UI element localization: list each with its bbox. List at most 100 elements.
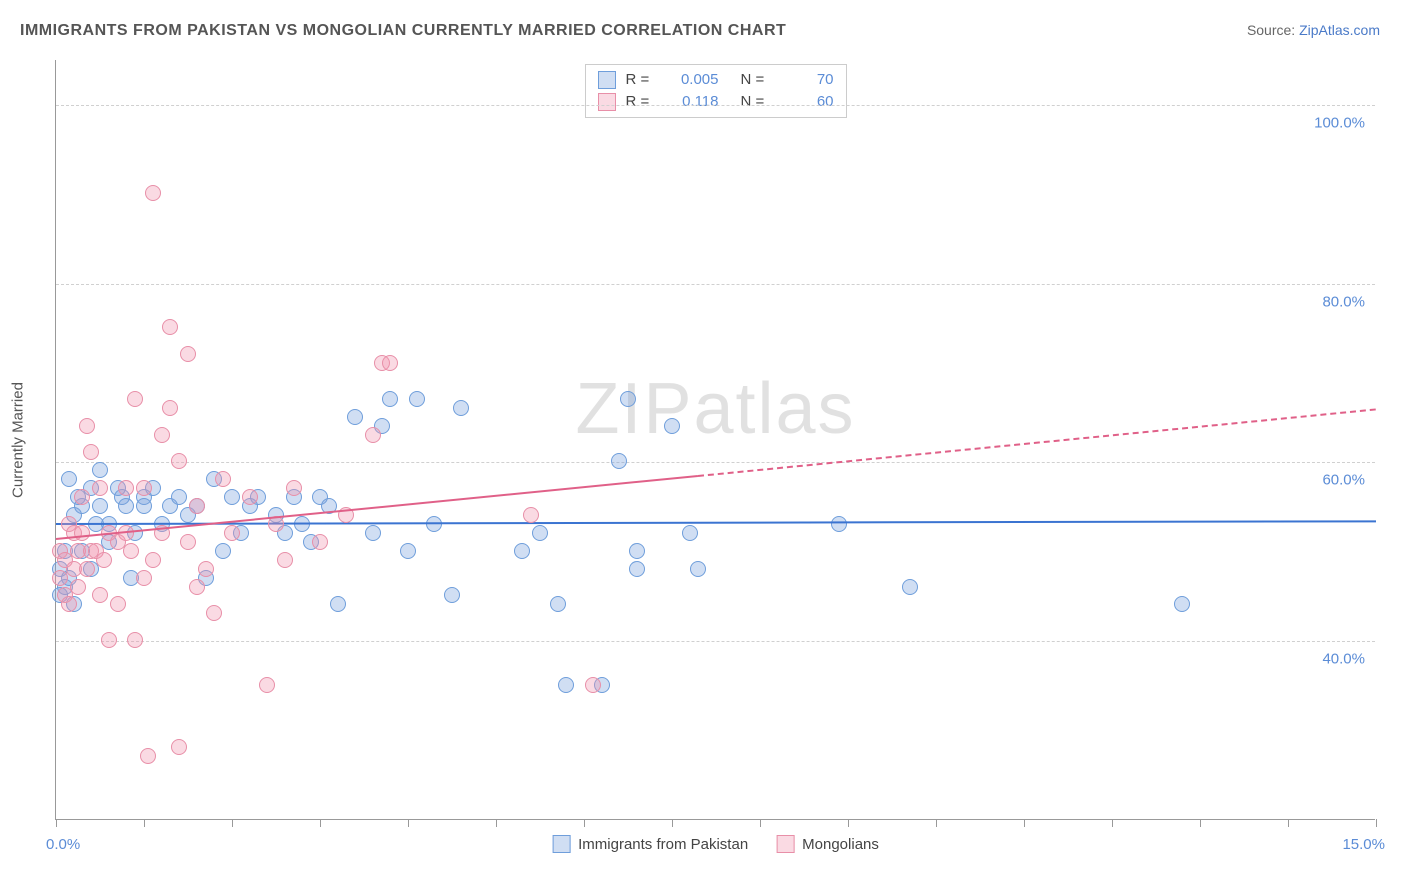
scatter-marker — [902, 579, 918, 595]
x-tick-label: 15.0% — [1342, 836, 1385, 853]
scatter-marker — [61, 471, 77, 487]
x-tick — [848, 819, 849, 827]
scatter-marker — [620, 391, 636, 407]
scatter-marker — [206, 605, 222, 621]
watermark: ZIPatlas — [575, 368, 855, 450]
scatter-marker — [365, 525, 381, 541]
x-tick — [1200, 819, 1201, 827]
scatter-marker — [444, 587, 460, 603]
scatter-marker — [550, 596, 566, 612]
scatter-marker — [277, 552, 293, 568]
x-tick — [936, 819, 937, 827]
y-tick-label: 60.0% — [1322, 472, 1365, 489]
scatter-marker — [136, 480, 152, 496]
scatter-marker — [140, 748, 156, 764]
scatter-marker — [92, 498, 108, 514]
legend-swatch — [776, 835, 794, 853]
x-tick-label: 0.0% — [46, 836, 80, 853]
scatter-marker — [514, 543, 530, 559]
legend-swatch — [598, 93, 616, 111]
scatter-marker — [74, 489, 90, 505]
scatter-marker — [92, 587, 108, 603]
scatter-marker — [83, 444, 99, 460]
scatter-marker — [189, 579, 205, 595]
legend-row: R =0.005N =70 — [598, 69, 834, 91]
legend-n-label: N = — [741, 69, 769, 91]
y-tick-label: 80.0% — [1322, 293, 1365, 310]
scatter-marker — [180, 534, 196, 550]
x-tick — [760, 819, 761, 827]
scatter-marker — [629, 561, 645, 577]
scatter-marker — [831, 516, 847, 532]
x-tick — [1024, 819, 1025, 827]
scatter-marker — [92, 480, 108, 496]
scatter-marker — [682, 525, 698, 541]
grid-line — [56, 462, 1375, 463]
scatter-marker — [400, 543, 416, 559]
legend-item: Mongolians — [776, 835, 879, 853]
scatter-marker — [382, 355, 398, 371]
scatter-marker — [532, 525, 548, 541]
y-tick-label: 100.0% — [1314, 114, 1365, 131]
scatter-marker — [145, 185, 161, 201]
scatter-marker — [215, 543, 231, 559]
legend-r-value: 0.005 — [664, 69, 719, 91]
scatter-marker — [365, 427, 381, 443]
scatter-marker — [70, 579, 86, 595]
scatter-marker — [189, 498, 205, 514]
legend-r-value: 0.118 — [664, 91, 719, 113]
scatter-marker — [286, 480, 302, 496]
scatter-marker — [79, 561, 95, 577]
trend-line-dashed — [698, 409, 1376, 478]
scatter-marker — [611, 453, 627, 469]
source-link[interactable]: ZipAtlas.com — [1299, 22, 1380, 38]
scatter-marker — [145, 552, 161, 568]
scatter-marker — [118, 498, 134, 514]
scatter-marker — [664, 418, 680, 434]
scatter-marker — [347, 409, 363, 425]
x-tick — [1288, 819, 1289, 827]
x-tick — [1112, 819, 1113, 827]
legend-n-value: 70 — [779, 69, 834, 91]
scatter-marker — [92, 462, 108, 478]
legend-n-label: N = — [741, 91, 769, 113]
scatter-marker — [198, 561, 214, 577]
x-tick — [56, 819, 57, 827]
legend-row: R =0.118N =60 — [598, 91, 834, 113]
legend-n-value: 60 — [779, 91, 834, 113]
scatter-marker — [629, 543, 645, 559]
scatter-marker — [171, 489, 187, 505]
x-tick — [672, 819, 673, 827]
scatter-marker — [101, 632, 117, 648]
scatter-marker — [224, 489, 240, 505]
scatter-marker — [136, 498, 152, 514]
legend-series: Immigrants from Pakistan Mongolians — [552, 835, 879, 853]
scatter-marker — [180, 346, 196, 362]
scatter-marker — [1174, 596, 1190, 612]
scatter-marker — [171, 739, 187, 755]
scatter-marker — [382, 391, 398, 407]
scatter-marker — [409, 391, 425, 407]
x-tick — [584, 819, 585, 827]
scatter-marker — [171, 453, 187, 469]
scatter-marker — [453, 400, 469, 416]
legend-correlation: R =0.005N =70R =0.118N =60 — [585, 64, 847, 118]
grid-line — [56, 284, 1375, 285]
chart-title: IMMIGRANTS FROM PAKISTAN VS MONGOLIAN CU… — [20, 22, 786, 40]
scatter-marker — [330, 596, 346, 612]
grid-line — [56, 641, 1375, 642]
scatter-marker — [127, 391, 143, 407]
scatter-marker — [154, 427, 170, 443]
plot-area: Currently Married ZIPatlas R =0.005N =70… — [55, 60, 1375, 820]
scatter-marker — [74, 525, 90, 541]
scatter-marker — [312, 534, 328, 550]
legend-item: Immigrants from Pakistan — [552, 835, 748, 853]
scatter-marker — [96, 552, 112, 568]
scatter-marker — [585, 677, 601, 693]
x-tick — [232, 819, 233, 827]
scatter-marker — [242, 489, 258, 505]
source-prefix: Source: — [1247, 22, 1299, 38]
x-tick — [408, 819, 409, 827]
trend-line — [56, 520, 1376, 525]
source-credit: Source: ZipAtlas.com — [1247, 22, 1380, 38]
